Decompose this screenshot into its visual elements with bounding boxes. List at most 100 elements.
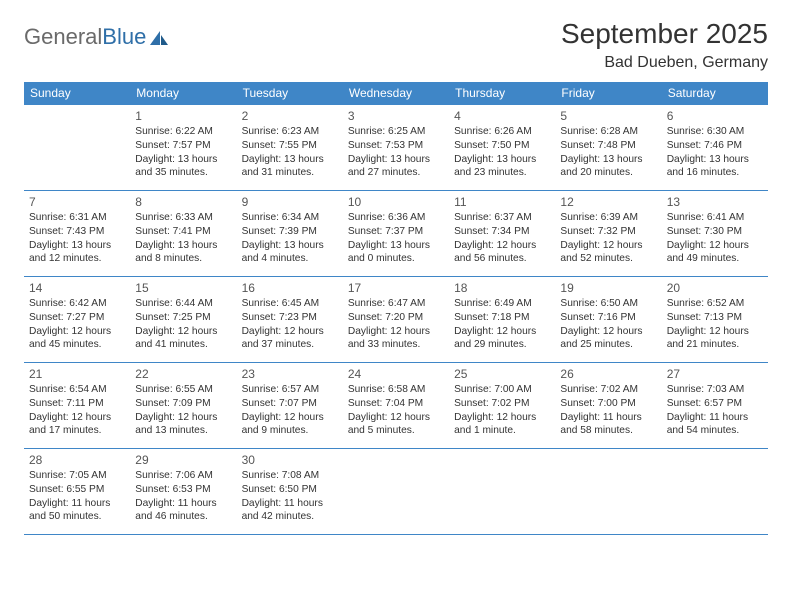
day-header: Thursday: [449, 82, 555, 105]
daylight-line: Daylight: 13 hours and 12 minutes.: [29, 239, 125, 267]
sunrise-line: Sunrise: 7:00 AM: [454, 383, 550, 397]
logo: GeneralBlue: [24, 18, 170, 50]
daylight-line: Daylight: 12 hours and 9 minutes.: [242, 411, 338, 439]
day-number: 18: [454, 280, 550, 296]
daylight-line: Daylight: 12 hours and 41 minutes.: [135, 325, 231, 353]
sunset-line: Sunset: 7:46 PM: [667, 139, 763, 153]
sunrise-line: Sunrise: 6:28 AM: [560, 125, 656, 139]
calendar-day-cell: [555, 449, 661, 535]
sunset-line: Sunset: 7:02 PM: [454, 397, 550, 411]
day-header: Sunday: [24, 82, 130, 105]
day-number: 22: [135, 366, 231, 382]
sunset-line: Sunset: 7:04 PM: [348, 397, 444, 411]
calendar-body: 1Sunrise: 6:22 AMSunset: 7:57 PMDaylight…: [24, 105, 768, 535]
day-number: 24: [348, 366, 444, 382]
calendar-day-cell: 29Sunrise: 7:06 AMSunset: 6:53 PMDayligh…: [130, 449, 236, 535]
day-number: 3: [348, 108, 444, 124]
day-number: 5: [560, 108, 656, 124]
sunrise-line: Sunrise: 7:06 AM: [135, 469, 231, 483]
sunset-line: Sunset: 7:13 PM: [667, 311, 763, 325]
sunset-line: Sunset: 7:20 PM: [348, 311, 444, 325]
sunrise-line: Sunrise: 6:57 AM: [242, 383, 338, 397]
calendar-day-cell: 10Sunrise: 6:36 AMSunset: 7:37 PMDayligh…: [343, 191, 449, 277]
sunset-line: Sunset: 6:57 PM: [667, 397, 763, 411]
daylight-line: Daylight: 12 hours and 29 minutes.: [454, 325, 550, 353]
sunrise-line: Sunrise: 7:03 AM: [667, 383, 763, 397]
logo-sail-icon: [148, 29, 170, 47]
sunset-line: Sunset: 7:09 PM: [135, 397, 231, 411]
calendar-day-cell: 9Sunrise: 6:34 AMSunset: 7:39 PMDaylight…: [237, 191, 343, 277]
sunrise-line: Sunrise: 6:45 AM: [242, 297, 338, 311]
day-number: 10: [348, 194, 444, 210]
logo-text-blue: Blue: [102, 24, 146, 50]
day-number: 13: [667, 194, 763, 210]
daylight-line: Daylight: 11 hours and 54 minutes.: [667, 411, 763, 439]
calendar-day-cell: 15Sunrise: 6:44 AMSunset: 7:25 PMDayligh…: [130, 277, 236, 363]
sunset-line: Sunset: 7:27 PM: [29, 311, 125, 325]
calendar-day-cell: 21Sunrise: 6:54 AMSunset: 7:11 PMDayligh…: [24, 363, 130, 449]
sunrise-line: Sunrise: 6:37 AM: [454, 211, 550, 225]
daylight-line: Daylight: 13 hours and 0 minutes.: [348, 239, 444, 267]
calendar-day-cell: 16Sunrise: 6:45 AMSunset: 7:23 PMDayligh…: [237, 277, 343, 363]
day-number: 2: [242, 108, 338, 124]
calendar-day-cell: 11Sunrise: 6:37 AMSunset: 7:34 PMDayligh…: [449, 191, 555, 277]
sunrise-line: Sunrise: 6:25 AM: [348, 125, 444, 139]
sunset-line: Sunset: 7:34 PM: [454, 225, 550, 239]
sunrise-line: Sunrise: 6:34 AM: [242, 211, 338, 225]
calendar-day-cell: 24Sunrise: 6:58 AMSunset: 7:04 PMDayligh…: [343, 363, 449, 449]
sunset-line: Sunset: 7:55 PM: [242, 139, 338, 153]
day-number: 26: [560, 366, 656, 382]
calendar-day-cell: 23Sunrise: 6:57 AMSunset: 7:07 PMDayligh…: [237, 363, 343, 449]
day-number: 19: [560, 280, 656, 296]
daylight-line: Daylight: 12 hours and 37 minutes.: [242, 325, 338, 353]
calendar-week-row: 28Sunrise: 7:05 AMSunset: 6:55 PMDayligh…: [24, 449, 768, 535]
calendar-day-cell: 26Sunrise: 7:02 AMSunset: 7:00 PMDayligh…: [555, 363, 661, 449]
daylight-line: Daylight: 13 hours and 4 minutes.: [242, 239, 338, 267]
calendar-day-cell: [24, 105, 130, 191]
sunrise-line: Sunrise: 6:42 AM: [29, 297, 125, 311]
daylight-line: Daylight: 13 hours and 16 minutes.: [667, 153, 763, 181]
day-number: 20: [667, 280, 763, 296]
daylight-line: Daylight: 12 hours and 5 minutes.: [348, 411, 444, 439]
day-number: 12: [560, 194, 656, 210]
day-header: Tuesday: [237, 82, 343, 105]
sunset-line: Sunset: 7:39 PM: [242, 225, 338, 239]
day-number: 8: [135, 194, 231, 210]
daylight-line: Daylight: 13 hours and 23 minutes.: [454, 153, 550, 181]
calendar-table: SundayMondayTuesdayWednesdayThursdayFrid…: [24, 82, 768, 535]
sunset-line: Sunset: 7:50 PM: [454, 139, 550, 153]
day-number: 6: [667, 108, 763, 124]
day-number: 4: [454, 108, 550, 124]
calendar-week-row: 1Sunrise: 6:22 AMSunset: 7:57 PMDaylight…: [24, 105, 768, 191]
sunset-line: Sunset: 7:41 PM: [135, 225, 231, 239]
day-number: 28: [29, 452, 125, 468]
daylight-line: Daylight: 12 hours and 45 minutes.: [29, 325, 125, 353]
daylight-line: Daylight: 12 hours and 17 minutes.: [29, 411, 125, 439]
sunset-line: Sunset: 7:16 PM: [560, 311, 656, 325]
sunset-line: Sunset: 6:53 PM: [135, 483, 231, 497]
daylight-line: Daylight: 11 hours and 46 minutes.: [135, 497, 231, 525]
calendar-day-cell: 18Sunrise: 6:49 AMSunset: 7:18 PMDayligh…: [449, 277, 555, 363]
sunrise-line: Sunrise: 6:58 AM: [348, 383, 444, 397]
sunset-line: Sunset: 7:07 PM: [242, 397, 338, 411]
header: GeneralBlue September 2025 Bad Dueben, G…: [24, 18, 768, 72]
day-header: Wednesday: [343, 82, 449, 105]
sunrise-line: Sunrise: 7:05 AM: [29, 469, 125, 483]
calendar-day-cell: 22Sunrise: 6:55 AMSunset: 7:09 PMDayligh…: [130, 363, 236, 449]
calendar-day-cell: [449, 449, 555, 535]
sunrise-line: Sunrise: 6:22 AM: [135, 125, 231, 139]
sunset-line: Sunset: 7:11 PM: [29, 397, 125, 411]
calendar-day-cell: [343, 449, 449, 535]
sunrise-line: Sunrise: 6:52 AM: [667, 297, 763, 311]
sunset-line: Sunset: 6:50 PM: [242, 483, 338, 497]
sunset-line: Sunset: 7:48 PM: [560, 139, 656, 153]
sunrise-line: Sunrise: 6:47 AM: [348, 297, 444, 311]
calendar-week-row: 21Sunrise: 6:54 AMSunset: 7:11 PMDayligh…: [24, 363, 768, 449]
sunrise-line: Sunrise: 6:54 AM: [29, 383, 125, 397]
calendar-day-cell: 12Sunrise: 6:39 AMSunset: 7:32 PMDayligh…: [555, 191, 661, 277]
sunrise-line: Sunrise: 6:39 AM: [560, 211, 656, 225]
daylight-line: Daylight: 11 hours and 50 minutes.: [29, 497, 125, 525]
calendar-day-cell: [662, 449, 768, 535]
calendar-day-cell: 2Sunrise: 6:23 AMSunset: 7:55 PMDaylight…: [237, 105, 343, 191]
sunset-line: Sunset: 7:23 PM: [242, 311, 338, 325]
